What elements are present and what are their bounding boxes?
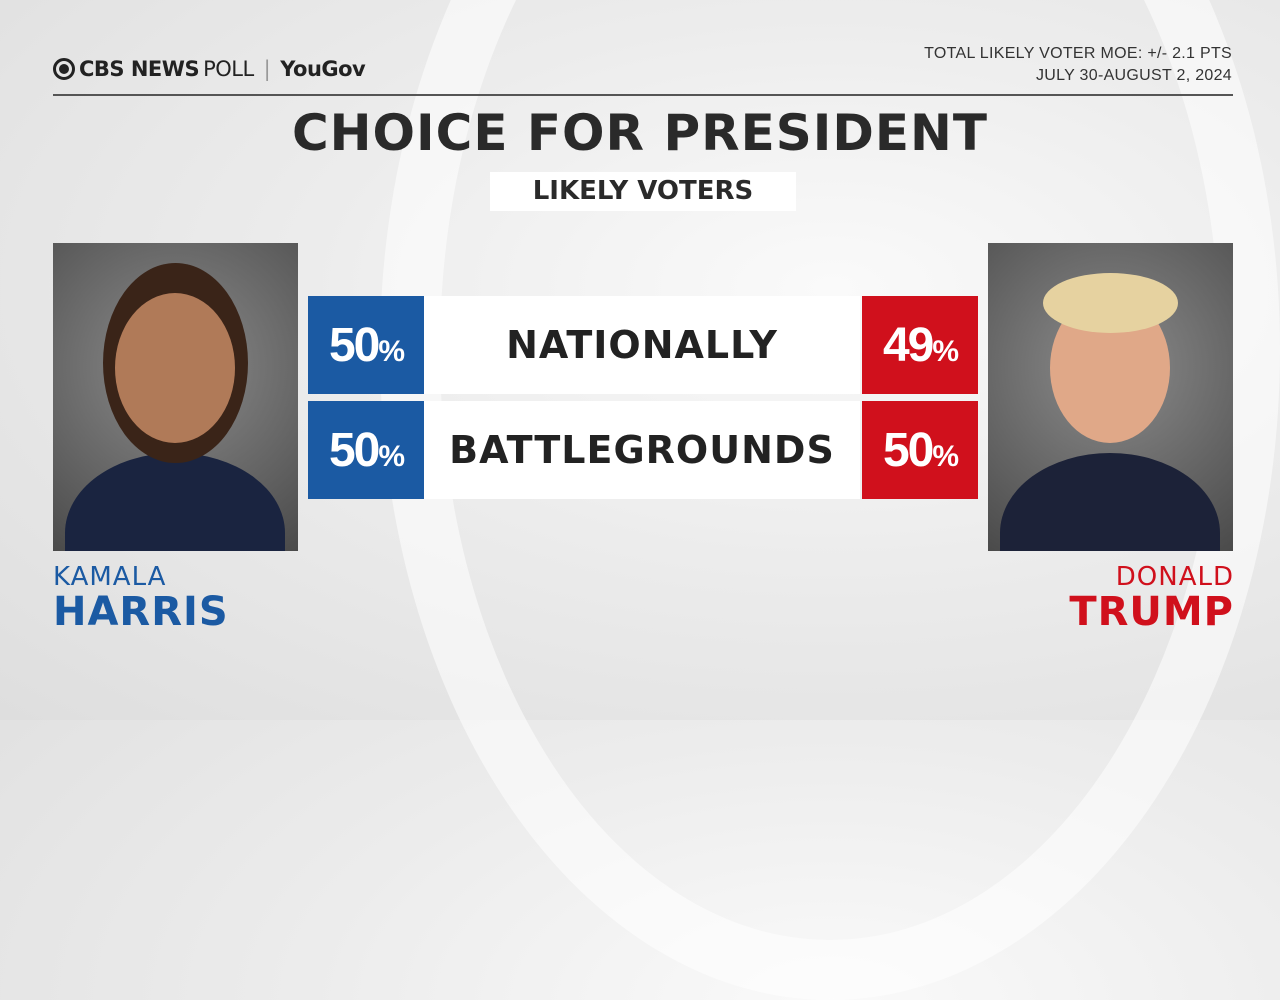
row-nationally: 50% NATIONALLY 49%: [308, 296, 978, 394]
row-label: NATIONALLY: [424, 296, 860, 394]
harris-pct: 50%: [308, 401, 424, 499]
row-battlegrounds: 50% BATTLEGROUNDS 50%: [308, 401, 978, 499]
trump-last-name: TRUMP: [1069, 589, 1234, 635]
poll-label: POLL: [203, 57, 254, 81]
trump-pct: 49%: [862, 296, 978, 394]
poll-info: TOTAL LIKELY VOTER MOE: +/- 2.1 PTS JULY…: [924, 43, 1232, 87]
harris-last-name: HARRIS: [53, 589, 229, 635]
divider: [53, 94, 1233, 96]
trump-photo: [988, 243, 1233, 551]
cbs-yougov-logo: CBS NEWS POLL | YouGov: [53, 57, 366, 81]
page-title: CHOICE FOR PRESIDENT: [291, 104, 988, 162]
harris-photo: [53, 243, 298, 551]
partner: YouGov: [280, 57, 366, 81]
harris-pct: 50%: [308, 296, 424, 394]
trump-pct: 50%: [862, 401, 978, 499]
cbs-eye-icon: [53, 58, 75, 80]
margin-of-error: TOTAL LIKELY VOTER MOE: +/- 2.1 PTS: [924, 45, 1232, 62]
brand: CBS NEWS: [79, 57, 200, 81]
trump-first-name: DONALD: [1115, 562, 1234, 592]
row-label: BATTLEGROUNDS: [424, 401, 860, 499]
subtitle-badge: LIKELY VOTERS: [490, 172, 796, 211]
harris-first-name: KAMALA: [53, 562, 167, 592]
poll-dates: JULY 30-AUGUST 2, 2024: [1035, 67, 1232, 84]
